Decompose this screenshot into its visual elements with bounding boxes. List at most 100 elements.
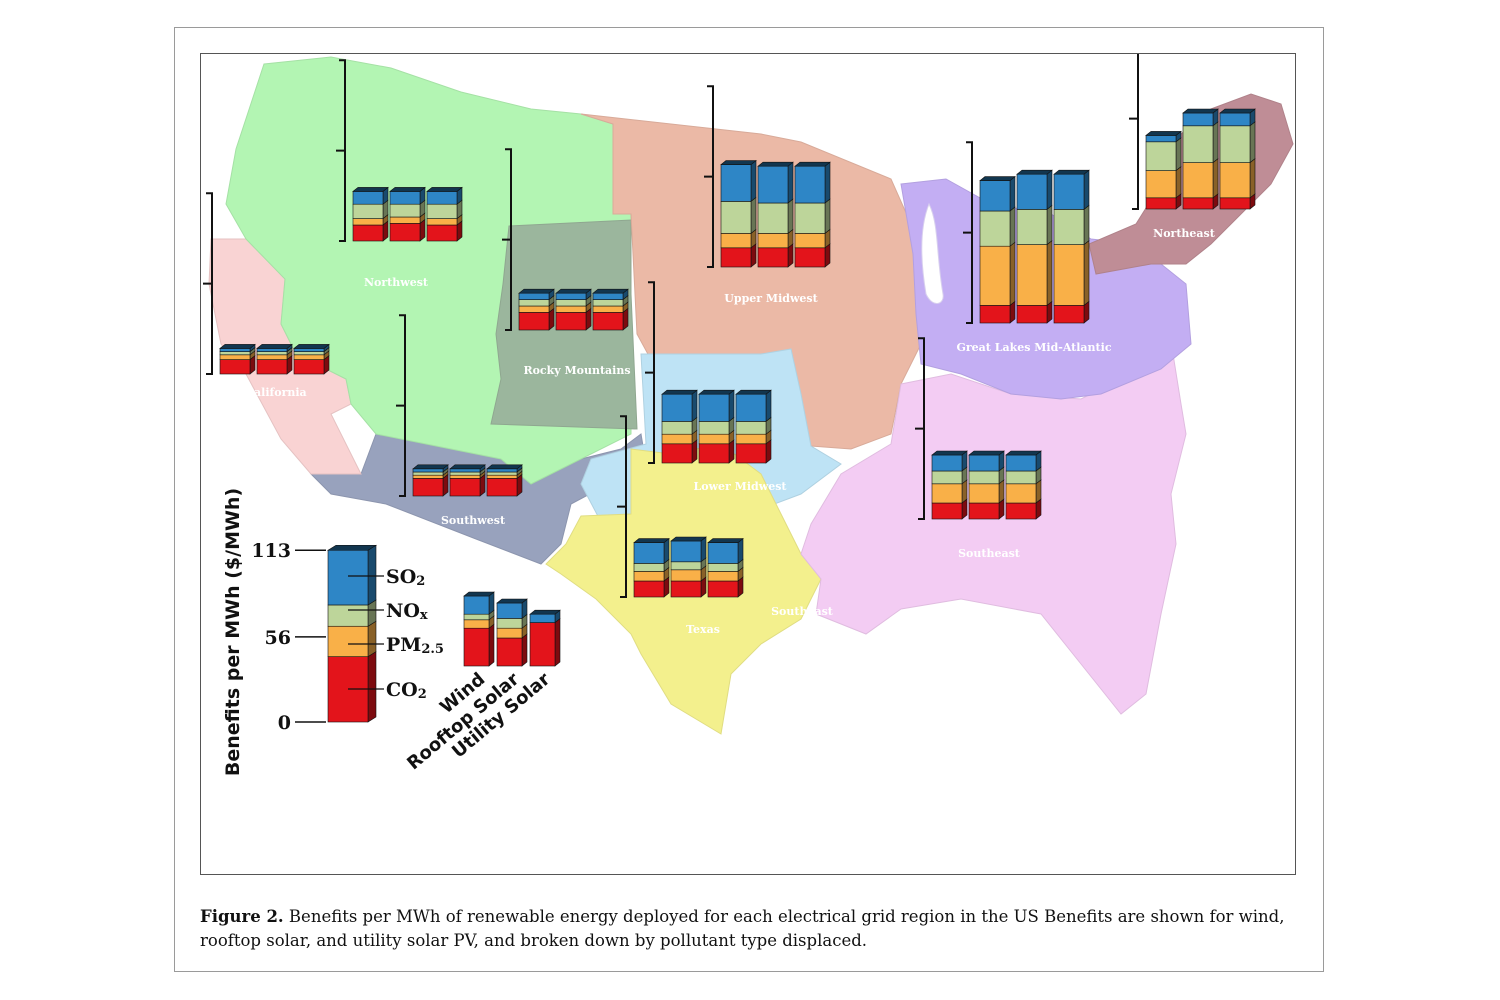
segment-pm25	[352, 218, 384, 226]
segment-nox	[352, 203, 384, 219]
segment-co2	[968, 502, 1000, 520]
bar-wind	[412, 464, 449, 497]
segment-pm25	[1005, 483, 1037, 504]
segment-top	[449, 464, 486, 470]
region-labels: Northwest California Rocky Mountains Southw…	[245, 227, 1215, 636]
bar-wind	[931, 450, 968, 520]
segment-side-nox	[1175, 137, 1182, 172]
key-tick-label: 113	[251, 540, 291, 562]
segment-co2	[698, 443, 730, 464]
segment-nox	[426, 203, 458, 219]
segment-pm25	[1182, 162, 1214, 199]
segment-side-co2	[367, 651, 377, 723]
segment-pm25	[661, 433, 693, 445]
scale-bracket	[203, 192, 213, 375]
segment-side-nox	[824, 198, 831, 235]
segment-nox	[412, 471, 444, 476]
segment-pm25	[1145, 170, 1177, 199]
bar-utility-solar	[1053, 169, 1090, 324]
legend-entry-base: SO	[386, 566, 416, 588]
segment-so2	[426, 191, 458, 205]
segment-nox	[389, 203, 421, 218]
region-label-southwest: Southwest	[441, 514, 506, 527]
segment-top	[592, 288, 629, 294]
segment-pm25	[486, 474, 518, 479]
segment-nox	[968, 470, 1000, 485]
region-chart-great-lakes	[963, 141, 1090, 324]
segment-co2	[1016, 305, 1048, 324]
segment-so2	[720, 164, 752, 202]
segment-pm25	[794, 233, 826, 249]
region-label-upper-midwest: Upper Midwest	[724, 292, 818, 305]
segment-top	[661, 389, 698, 395]
segment-pm25	[555, 305, 587, 313]
segment-side-so2	[1083, 169, 1090, 211]
segment-side-pm25	[367, 620, 377, 658]
segment-so2	[757, 165, 789, 204]
segment-pm25	[698, 433, 730, 445]
segment-nox	[449, 471, 481, 476]
region-chart-rocky	[502, 148, 629, 331]
segment-top	[426, 187, 463, 192]
segment-pm25	[968, 483, 1000, 504]
segment-side-co2	[554, 617, 561, 667]
segment-nox	[1005, 470, 1037, 485]
segment-nox	[1219, 125, 1251, 163]
segment-side-so2	[691, 389, 698, 423]
segment-side-so2	[750, 159, 757, 203]
segment-nox	[1053, 209, 1085, 245]
segment-co2	[449, 478, 481, 497]
segment-so2	[529, 613, 556, 623]
segment-so2	[256, 348, 288, 352]
segment-so2	[735, 393, 767, 422]
legend-entry-base: NO	[386, 600, 420, 622]
segment-top	[670, 536, 707, 542]
segment-pm25	[463, 619, 490, 629]
bar-rooftop-solar	[1016, 169, 1053, 324]
segment-co2	[1005, 502, 1037, 520]
segment-co2	[256, 359, 288, 375]
segment-so2	[327, 549, 369, 606]
segment-so2	[670, 540, 702, 563]
segment-side-pm25	[1175, 165, 1182, 199]
caption-label: Figure 2.	[200, 907, 284, 926]
segment-pm25	[931, 483, 963, 504]
scale-bracket	[617, 415, 627, 598]
segment-pm25	[979, 245, 1011, 306]
segment-side-so2	[824, 161, 831, 204]
bar-rooftop-solar	[256, 343, 293, 375]
region-label-northwest: Northwest	[364, 276, 429, 289]
bar-rooftop-solar	[389, 186, 426, 242]
segment-so2	[412, 468, 444, 473]
region-label-rocky: Rocky Mountains	[523, 364, 630, 377]
segment-co2	[518, 312, 550, 331]
segment-top	[352, 187, 389, 192]
segment-pm25	[426, 218, 458, 226]
segment-nox	[256, 351, 288, 356]
segment-side-pm25	[1249, 157, 1256, 199]
segment-side-so2	[367, 544, 377, 606]
segment-co2	[979, 305, 1011, 324]
segment-top	[412, 464, 449, 470]
segment-co2	[592, 312, 624, 331]
segment-so2	[1016, 173, 1048, 210]
segment-co2	[931, 502, 963, 520]
bar-utility-solar	[486, 464, 523, 497]
bar-rooftop-solar	[968, 450, 1005, 520]
figure-caption: Figure 2. Benefits per MWh of renewable …	[200, 905, 1290, 953]
segment-side-pm25	[1212, 157, 1219, 199]
bar-utility-solar	[794, 161, 831, 268]
example-bar-rooftop-solar	[496, 598, 528, 667]
segment-pm25	[518, 305, 550, 313]
segment-so2	[1182, 112, 1214, 127]
region-chart-northeast	[1129, 54, 1256, 210]
region-label-northeast: Northeast	[1153, 227, 1216, 240]
scale-bracket	[915, 337, 925, 520]
segment-pm25	[389, 216, 421, 224]
segment-pm25	[256, 354, 288, 360]
region-label-southeast-small: Southeast	[771, 605, 834, 618]
segment-so2	[449, 468, 481, 473]
segment-nox	[293, 351, 325, 356]
segment-pm25	[707, 571, 739, 582]
segment-so2	[518, 292, 550, 300]
